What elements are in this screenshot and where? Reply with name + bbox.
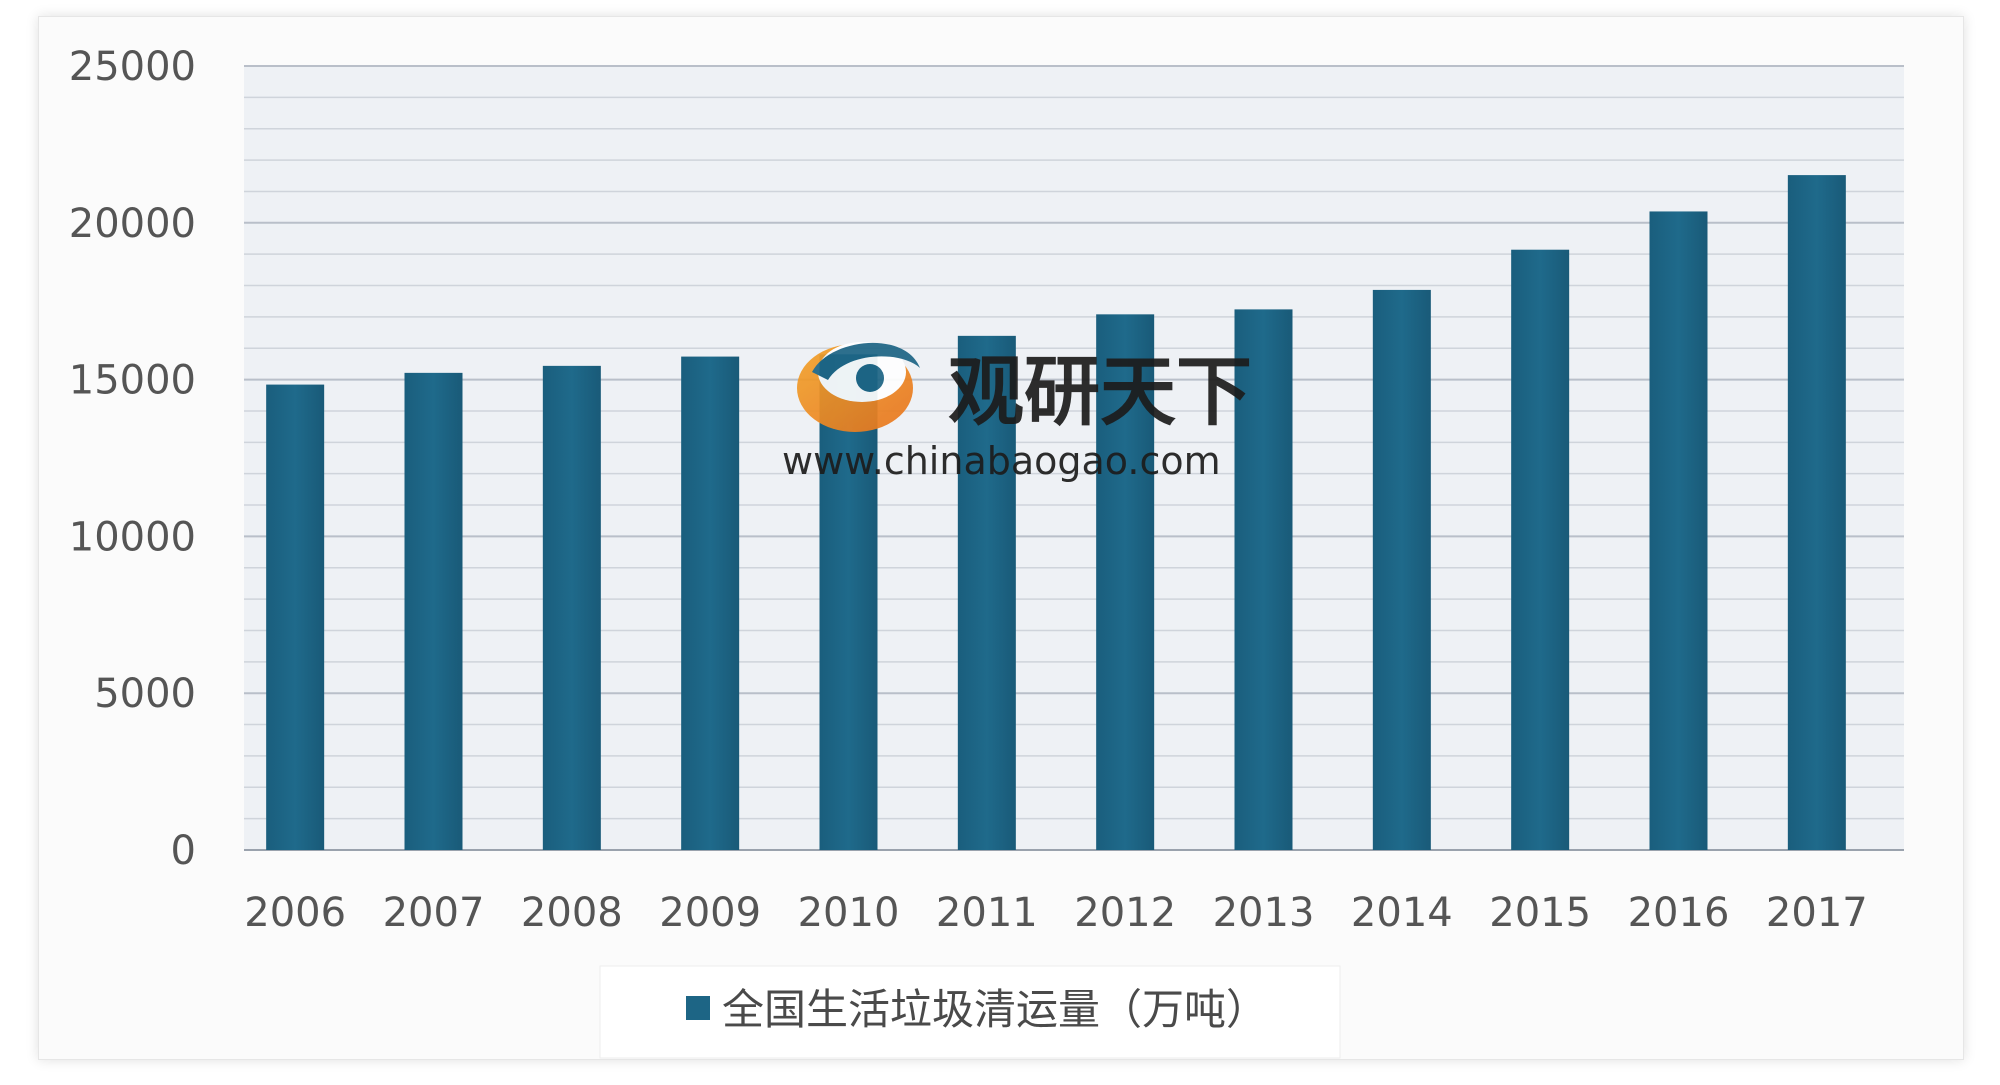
x-tick-label: 2008 [521, 890, 623, 936]
x-tick-label: 2007 [383, 890, 485, 936]
y-tick-label: 15000 [69, 358, 196, 404]
gridlines [244, 65, 1904, 851]
bars [266, 175, 1846, 851]
x-tick-label: 2014 [1351, 890, 1453, 936]
y-tick-label: 0 [171, 828, 196, 874]
bar [1787, 175, 1846, 850]
x-tick-label: 2017 [1766, 890, 1868, 936]
x-tick-label: 2009 [659, 890, 761, 936]
bar [1372, 289, 1431, 850]
bar [681, 356, 740, 850]
x-axis-ticks: 2006 2007 2008 2009 2010 2011 2012 2013 2014 2015… [244, 890, 1867, 936]
bar [1096, 314, 1155, 850]
bar [1234, 309, 1293, 850]
y-axis-ticks: 0 5000 10000 15000 20000 25000 [69, 44, 196, 874]
bar [819, 354, 878, 850]
legend: 全国生活垃圾清运量（万吨） [599, 965, 1341, 1059]
x-tick-label: 2011 [936, 890, 1038, 936]
bar [266, 384, 325, 850]
bar [404, 372, 463, 850]
legend-box [599, 965, 1341, 1059]
bar [957, 335, 1016, 851]
y-tick-label: 25000 [69, 44, 196, 90]
x-tick-label: 2010 [798, 890, 900, 936]
watermark: 观研天下 www.chinabaogao.com [782, 342, 1252, 483]
x-tick-label: 2006 [244, 890, 346, 936]
bar [542, 365, 601, 850]
x-tick-label: 2015 [1489, 890, 1591, 936]
x-tick-label: 2013 [1213, 890, 1315, 936]
watermark-brand: 观研天下 [948, 347, 1252, 436]
y-tick-label: 20000 [69, 201, 196, 247]
plot-area [244, 66, 1904, 850]
watermark-logo [797, 342, 920, 432]
legend-label: 全国生活垃圾清运量（万吨） [722, 985, 1268, 1034]
x-tick-label: 2012 [1074, 890, 1176, 936]
y-tick-label: 10000 [69, 514, 196, 560]
watermark-url: www.chinabaogao.com [782, 439, 1221, 483]
bar [1649, 211, 1708, 850]
bar [1511, 249, 1570, 850]
legend-swatch [686, 996, 710, 1020]
y-tick-label: 5000 [94, 671, 196, 717]
x-tick-label: 2016 [1628, 890, 1730, 936]
